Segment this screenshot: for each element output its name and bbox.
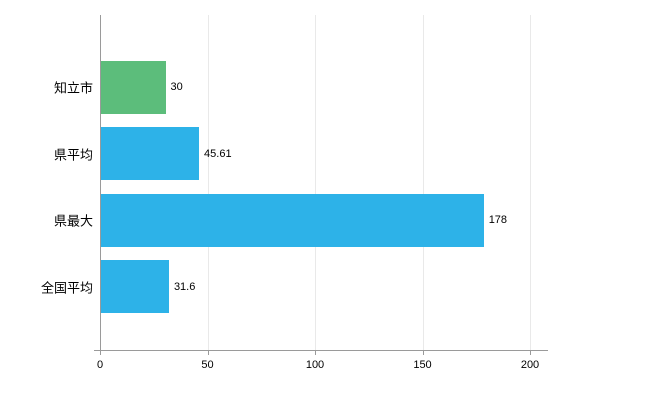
x-tick-mark bbox=[530, 350, 531, 355]
bar-value-label: 30 bbox=[170, 81, 183, 93]
x-gridline bbox=[207, 15, 209, 350]
x-tick-label: 50 bbox=[201, 359, 214, 371]
x-tick-mark bbox=[315, 350, 316, 355]
x-gridline bbox=[422, 15, 424, 350]
y-axis-line bbox=[100, 15, 101, 350]
category-label: 県最大 bbox=[53, 213, 93, 229]
x-tick-label: 0 bbox=[96, 359, 104, 371]
bar-item bbox=[101, 193, 484, 247]
x-tick-mark bbox=[422, 350, 424, 355]
bar-item bbox=[101, 260, 169, 313]
x-gridline bbox=[315, 15, 316, 350]
category-label: 県平均 bbox=[53, 147, 93, 162]
x-tick-label: 100 bbox=[305, 359, 325, 371]
x-tick-mark bbox=[100, 350, 101, 355]
x-axis-line bbox=[94, 350, 548, 351]
x-tick-label: 200 bbox=[520, 359, 540, 371]
bar-value-label: 45.61 bbox=[204, 147, 232, 160]
x-tick-mark bbox=[207, 350, 209, 355]
x-tick-label: 150 bbox=[413, 359, 432, 371]
bar-value-label: 178 bbox=[488, 214, 508, 226]
bar-value-label: 31.6 bbox=[173, 280, 196, 293]
bar-item bbox=[101, 127, 200, 180]
category-label: 全国平均 bbox=[40, 280, 93, 295]
x-gridline bbox=[530, 15, 531, 350]
bar-item bbox=[101, 60, 166, 114]
category-label: 知立市 bbox=[53, 80, 93, 96]
